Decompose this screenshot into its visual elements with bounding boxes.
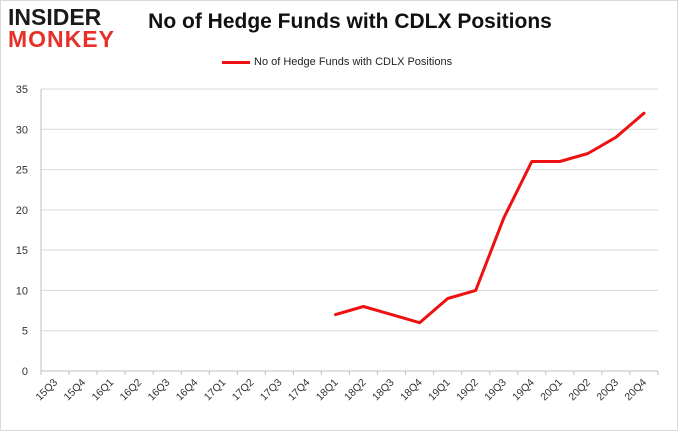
x-tick-label: 16Q1 (90, 377, 117, 404)
x-tick-label: 17Q4 (286, 377, 313, 404)
data-point (586, 152, 590, 155)
x-tick-label: 19Q1 (426, 377, 453, 404)
y-tick-label: 35 (16, 84, 28, 96)
x-tick-label: 20Q3 (594, 377, 621, 404)
data-point (614, 136, 618, 139)
data-point (642, 111, 646, 115)
x-tick-label: 20Q2 (566, 377, 593, 404)
logo-line1: INSIDER (8, 4, 102, 30)
x-tick-label: 18Q4 (398, 377, 425, 404)
data-point (474, 289, 477, 292)
x-tick-label: 15Q4 (62, 377, 89, 404)
legend: No of Hedge Funds with CDLX Positions (222, 54, 452, 70)
legend-label: No of Hedge Funds with CDLX Positions (254, 56, 453, 68)
data-point (446, 297, 449, 300)
x-tick-label: 20Q1 (538, 377, 565, 404)
x-tick-label: 17Q1 (202, 377, 229, 404)
y-tick-label: 10 (16, 285, 28, 297)
x-tick-label: 16Q3 (146, 377, 173, 404)
series-line (334, 111, 646, 325)
x-tick-label: 16Q4 (174, 377, 201, 404)
x-tick-label: 17Q2 (230, 377, 257, 404)
logo-line2: MONKEY (8, 26, 115, 52)
data-point (502, 216, 505, 220)
y-tick-label: 30 (16, 124, 28, 136)
data-point (558, 160, 562, 163)
x-tick-label: 20Q4 (622, 377, 649, 404)
data-point (334, 313, 337, 316)
data-point (418, 321, 421, 324)
y-tick-label: 20 (16, 205, 28, 217)
legend-swatch (222, 60, 250, 64)
x-tick-label: 15Q3 (33, 377, 60, 404)
x-tick-label: 18Q3 (370, 377, 397, 404)
data-point (530, 160, 533, 163)
y-tick-label: 25 (16, 165, 28, 177)
insider-monkey-logo: INSIDER MONKEY (8, 6, 128, 54)
x-tick-label: 16Q2 (118, 377, 145, 404)
data-point (390, 313, 393, 316)
chart-title: No of Hedge Funds with CDLX Positions (148, 10, 552, 33)
x-tick-label: 19Q3 (482, 377, 509, 404)
y-tick-label: 0 (22, 366, 28, 378)
x-tick-label: 18Q2 (342, 377, 369, 404)
x-tick-label: 19Q2 (454, 377, 481, 404)
x-tick-label: 18Q1 (314, 377, 341, 404)
x-tick-label: 19Q4 (510, 377, 537, 404)
y-tick-label: 15 (16, 245, 28, 257)
y-tick-label: 5 (22, 326, 28, 338)
x-tick-label: 17Q3 (258, 377, 285, 404)
data-point (362, 305, 365, 308)
